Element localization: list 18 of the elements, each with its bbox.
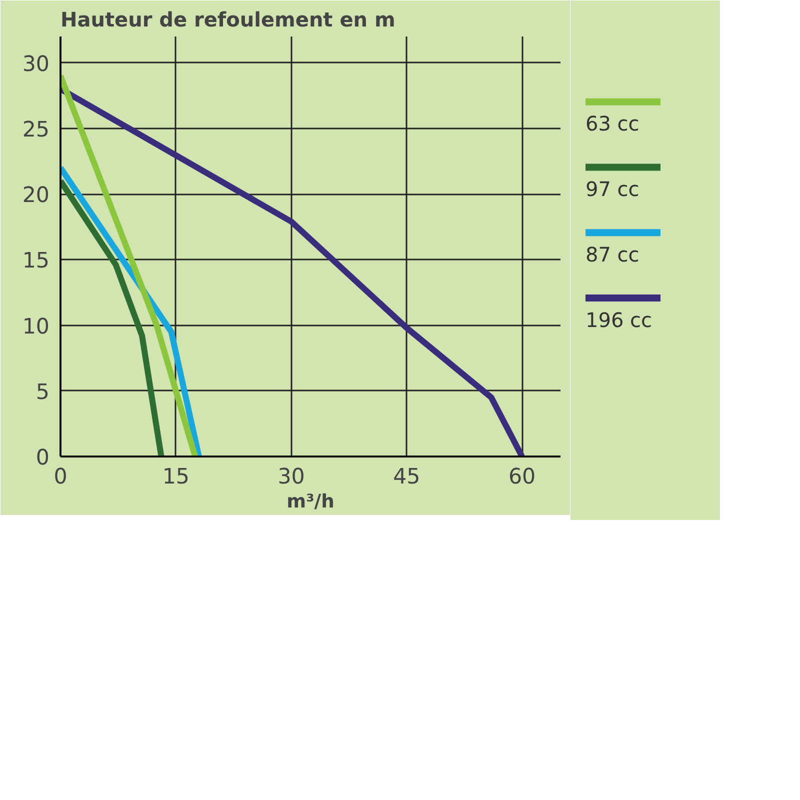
x-tick-label: 0 [54,464,68,490]
legend-label: 97 cc [586,177,640,202]
y-tick-label: 10 [22,314,50,340]
x-axis-title: m³/h [286,492,334,512]
x-tick-label: 45 [393,464,420,490]
legend-label: 87 cc [586,242,640,266]
y-tick-label: 5 [36,380,50,405]
y-axis-title: Hauteur de refoulement en m [60,8,396,32]
y-tick-label: 25 [22,117,50,142]
y-tick-label: 0 [36,446,50,470]
y-tick-label: 15 [22,248,50,274]
legend-label: 63 cc [586,112,640,136]
x-tick-label: 15 [162,464,190,490]
y-tick-label: 20 [22,183,50,208]
x-tick-label: 60 [508,464,536,490]
y-tick-label: 30 [22,52,50,77]
x-tick-label: 30 [278,464,305,490]
legend-label: 196 cc [586,308,652,332]
